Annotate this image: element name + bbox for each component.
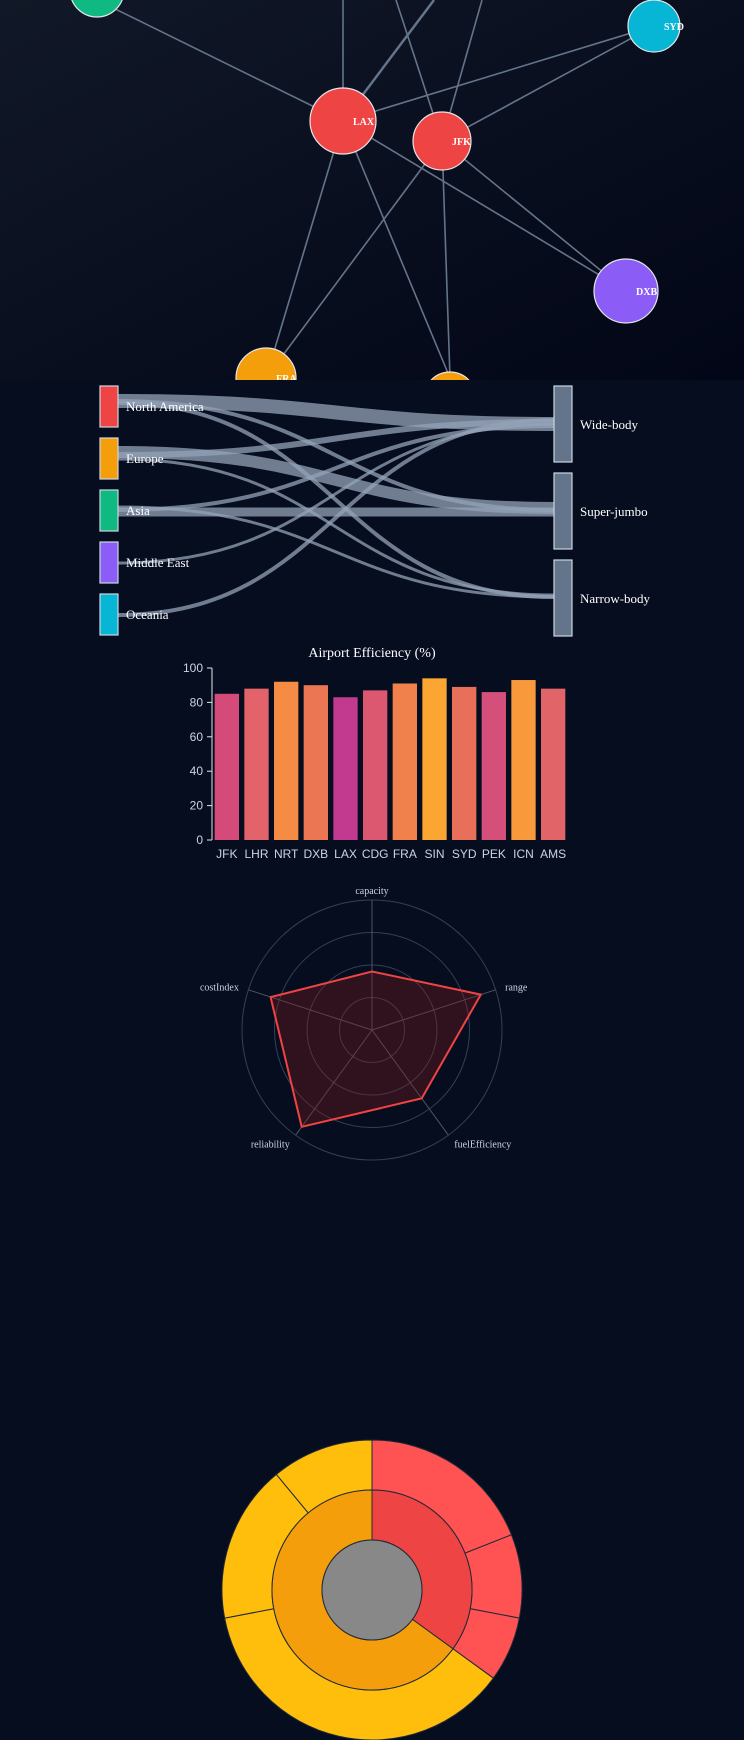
x-tick-label: FRA bbox=[393, 847, 417, 861]
y-tick-label: 0 bbox=[196, 833, 203, 847]
sankey-link[interactable] bbox=[117, 505, 555, 599]
network-node-label: SYD bbox=[664, 22, 684, 33]
network-node-label: DXB bbox=[636, 287, 657, 298]
network-edge bbox=[441, 140, 627, 292]
chart-title: Airport Efficiency (%) bbox=[308, 646, 436, 661]
radar-axis-line bbox=[371, 1029, 449, 1136]
sankey-link[interactable] bbox=[117, 457, 555, 597]
bar[interactable] bbox=[481, 692, 506, 840]
sankey-target-label: Wide-body bbox=[580, 417, 638, 432]
network-edge bbox=[265, 120, 344, 379]
network-node[interactable] bbox=[70, 0, 124, 18]
bar[interactable] bbox=[511, 680, 536, 840]
bar[interactable] bbox=[274, 681, 299, 840]
network-node-label: LAX bbox=[353, 117, 375, 128]
network-node-label: FRA bbox=[276, 374, 297, 385]
network-edge bbox=[342, 25, 655, 122]
bar[interactable] bbox=[333, 697, 358, 840]
sankey-target-labels: Wide-body Super-jumbo Narrow-body bbox=[580, 417, 651, 606]
radar-axis-label: fuelEfficiency bbox=[454, 1139, 511, 1150]
network-node-syd[interactable] bbox=[627, 0, 681, 53]
sankey-source-label: Oceania bbox=[126, 607, 169, 622]
sunburst-chart bbox=[221, 1439, 523, 1740]
x-tick-label: LHR bbox=[244, 847, 268, 861]
sankey-target-label: Narrow-body bbox=[580, 591, 651, 606]
sankey-source-label: Europe bbox=[126, 451, 164, 466]
sankey-links bbox=[117, 394, 555, 617]
radar-axis-label: capacity bbox=[355, 886, 388, 897]
network-node-lax[interactable] bbox=[309, 87, 377, 155]
network-edge bbox=[265, 140, 443, 379]
network-edges bbox=[96, 0, 655, 379]
bar-series bbox=[214, 678, 566, 840]
radar-axis-line bbox=[371, 989, 496, 1031]
sankey-node-oceania[interactable] bbox=[99, 593, 119, 636]
x-tick-label: JFK bbox=[216, 847, 237, 861]
x-axis: JFK LHR NRT DXB LAX CDG FRA SIN SYD PEK ICN AMS bbox=[216, 847, 566, 861]
radar-axis-label: reliability bbox=[251, 1139, 290, 1150]
radar-axis-line bbox=[295, 1029, 373, 1136]
bar[interactable] bbox=[363, 690, 388, 840]
sunburst-center[interactable] bbox=[321, 1539, 423, 1641]
sankey-link[interactable] bbox=[117, 418, 555, 617]
bar[interactable] bbox=[244, 688, 269, 840]
sankey-node-north-america[interactable] bbox=[99, 385, 119, 428]
y-tick-label: 40 bbox=[190, 764, 204, 778]
radar-axis-line bbox=[248, 989, 373, 1031]
sankey-node-europe[interactable] bbox=[99, 437, 119, 480]
bar[interactable] bbox=[303, 685, 328, 840]
network-node-dxb[interactable] bbox=[593, 258, 659, 324]
x-tick-label: NRT bbox=[274, 847, 299, 861]
sankey-target-label: Super-jumbo bbox=[580, 504, 648, 519]
bar[interactable] bbox=[392, 683, 417, 840]
network-edge bbox=[96, 0, 344, 122]
sankey-node-narrow-body[interactable] bbox=[553, 559, 573, 637]
x-tick-label: SIN bbox=[424, 847, 444, 861]
network-edge bbox=[342, 120, 627, 292]
x-tick-label: CDG bbox=[362, 847, 389, 861]
network-edge bbox=[342, 120, 451, 379]
bar[interactable] bbox=[422, 678, 447, 840]
radar-series-polygon[interactable] bbox=[269, 970, 483, 1129]
bar[interactable] bbox=[452, 686, 477, 840]
network-node-label: JFK bbox=[452, 137, 471, 148]
sankey-target-nodes bbox=[553, 385, 573, 637]
y-tick-label: 60 bbox=[190, 730, 204, 744]
sankey-source-nodes bbox=[99, 385, 119, 636]
x-tick-label: DXB bbox=[303, 847, 328, 861]
sankey-source-labels: North America Europe Asia Middle East Oc… bbox=[126, 399, 204, 622]
x-tick-label: ICN bbox=[513, 847, 534, 861]
radar-axis-label: costIndex bbox=[200, 983, 239, 994]
bar[interactable] bbox=[541, 688, 566, 840]
x-tick-label: LAX bbox=[334, 847, 357, 861]
network-node-jfk[interactable] bbox=[412, 111, 472, 171]
aircraft-radar-chart: capacity range fuelEfficiency reliability co… bbox=[200, 886, 528, 1161]
sankey-link[interactable] bbox=[117, 446, 555, 514]
bar[interactable] bbox=[214, 693, 239, 840]
y-tick-label: 100 bbox=[183, 661, 203, 675]
y-tick-label: 80 bbox=[190, 695, 204, 709]
sankey-source-label: North America bbox=[126, 399, 204, 414]
sankey-node-asia[interactable] bbox=[99, 489, 119, 532]
radar-axis-label: range bbox=[505, 983, 528, 994]
x-tick-label: PEK bbox=[482, 847, 506, 861]
y-tick-label: 20 bbox=[190, 799, 204, 813]
sankey-node-middle-east[interactable] bbox=[99, 541, 119, 584]
x-tick-label: AMS bbox=[540, 847, 566, 861]
sankey-node-wide-body[interactable] bbox=[553, 385, 573, 463]
sankey-source-label: Middle East bbox=[126, 555, 190, 570]
radar-axis-labels: capacity range fuelEfficiency reliability co… bbox=[200, 886, 528, 1150]
network-edge bbox=[441, 140, 451, 379]
sankey-node-super-jumbo[interactable] bbox=[553, 472, 573, 550]
airport-efficiency-bar-chart: Airport Efficiency (%) 0 20 40 60 80 100 JFK L… bbox=[183, 646, 566, 861]
x-tick-label: SYD bbox=[452, 847, 477, 861]
sankey-source-label: Asia bbox=[126, 503, 150, 518]
network-edge bbox=[441, 25, 655, 142]
region-fleet-sankey: North America Europe Asia Middle East Oc… bbox=[99, 385, 651, 637]
radar-axes bbox=[248, 900, 496, 1136]
y-axis: 0 20 40 60 80 100 bbox=[183, 661, 213, 847]
